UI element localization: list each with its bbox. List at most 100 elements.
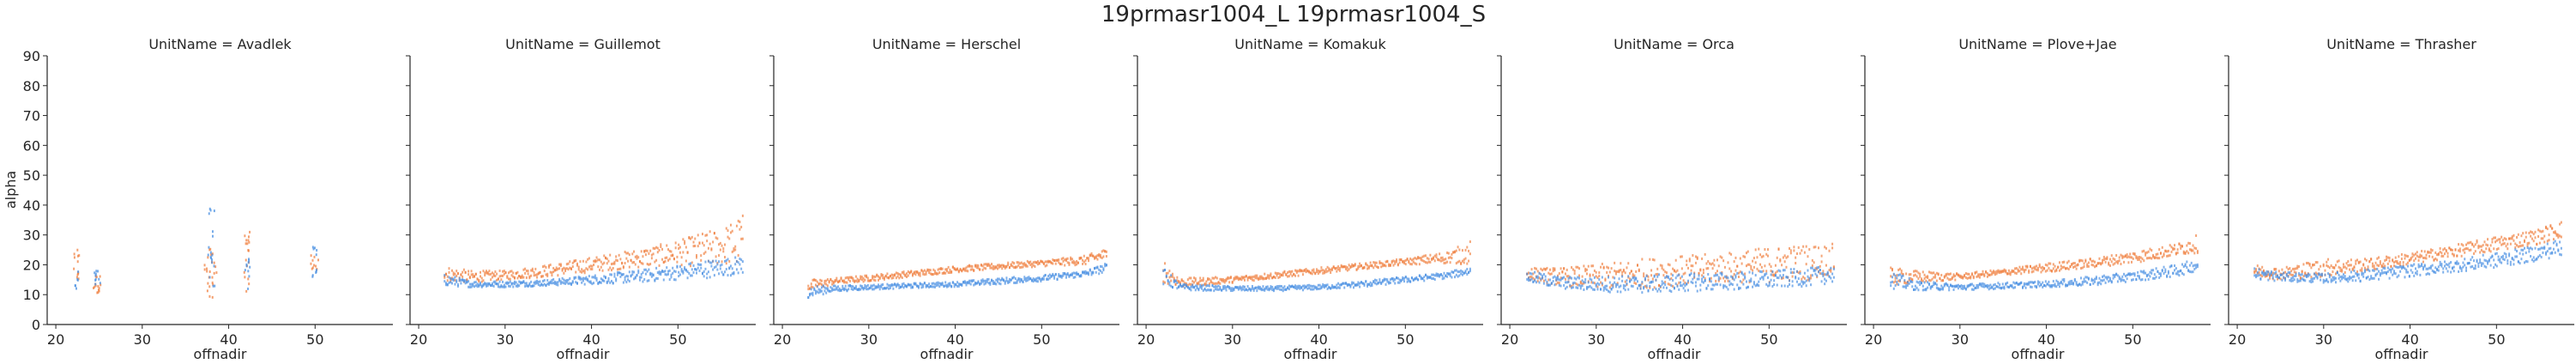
- data-point: [2341, 269, 2343, 271]
- data-point: [1650, 281, 1652, 283]
- data-point: [659, 249, 661, 252]
- data-point: [1089, 253, 1091, 256]
- data-point: [1076, 260, 1077, 263]
- data-point: [2267, 279, 2269, 282]
- data-point: [2055, 280, 2057, 282]
- data-point: [645, 253, 647, 256]
- data-point: [1104, 264, 1106, 267]
- data-point: [206, 270, 208, 273]
- data-point: [1720, 272, 1722, 275]
- data-point: [693, 271, 695, 274]
- data-point: [983, 282, 985, 285]
- data-point: [1890, 266, 1891, 269]
- data-point: [1697, 256, 1698, 258]
- data-point: [569, 260, 570, 263]
- data-point: [2380, 263, 2381, 265]
- data-point: [823, 289, 825, 292]
- data-point: [2034, 281, 2036, 283]
- data-point: [468, 280, 469, 282]
- data-point: [2430, 265, 2432, 268]
- data-point: [1166, 275, 1167, 277]
- data-point: [992, 265, 994, 268]
- data-point: [2127, 256, 2128, 258]
- data-point: [635, 263, 636, 265]
- data-point: [706, 234, 708, 236]
- data-point: [486, 285, 487, 288]
- data-point: [554, 270, 556, 272]
- data-point: [1813, 270, 1815, 272]
- data-point: [837, 288, 839, 291]
- data-point: [2475, 243, 2476, 246]
- data-point: [1053, 259, 1055, 262]
- data-point: [617, 268, 618, 270]
- data-point: [1039, 277, 1041, 280]
- data-point: [1545, 278, 1547, 281]
- data-point: [492, 271, 493, 274]
- data-point: [1209, 288, 1210, 291]
- data-point: [1203, 284, 1204, 287]
- data-point: [1890, 275, 1891, 277]
- data-point: [2304, 271, 2306, 274]
- x-tick-label: 20: [2229, 331, 2246, 348]
- data-point: [886, 287, 888, 289]
- data-point: [1758, 248, 1759, 251]
- data-point: [2349, 276, 2350, 278]
- data-point: [2314, 277, 2315, 280]
- data-point: [2152, 269, 2154, 271]
- data-point: [2433, 270, 2434, 273]
- data-point: [1335, 286, 1336, 288]
- data-point: [1583, 288, 1584, 291]
- data-point: [1057, 259, 1059, 262]
- data-point: [506, 276, 508, 279]
- data-point: [1236, 286, 1238, 288]
- data-point: [1792, 280, 1794, 282]
- data-point: [1162, 270, 1164, 272]
- data-point: [2507, 243, 2508, 246]
- data-point: [1409, 263, 1411, 265]
- data-point: [1370, 264, 1372, 267]
- data-point: [2049, 286, 2051, 288]
- data-point: [1058, 261, 1059, 264]
- data-point: [968, 282, 970, 284]
- data-point: [738, 254, 739, 257]
- data-point: [2306, 262, 2308, 264]
- data-point: [642, 255, 643, 258]
- data-point: [898, 287, 900, 289]
- data-point: [1781, 285, 1783, 288]
- data-point: [1620, 262, 1621, 264]
- data-point: [949, 269, 950, 271]
- data-point: [617, 274, 618, 276]
- data-point: [1378, 282, 1379, 284]
- data-point: [74, 252, 75, 255]
- data-point: [212, 282, 214, 284]
- data-point: [2090, 264, 2092, 266]
- data-point: [1378, 266, 1379, 269]
- data-point: [1053, 277, 1055, 280]
- data-point: [922, 270, 924, 273]
- data-point: [2438, 265, 2440, 268]
- data-point: [2031, 267, 2033, 270]
- data-point: [2502, 239, 2504, 241]
- data-point: [2553, 238, 2555, 240]
- data-point: [2349, 278, 2350, 281]
- data-point: [462, 279, 463, 282]
- data-point: [1209, 278, 1210, 281]
- data-point: [2253, 267, 2255, 270]
- data-point: [698, 270, 700, 272]
- data-point: [1031, 280, 1033, 282]
- data-point: [1810, 267, 1812, 270]
- data-point: [2134, 274, 2136, 276]
- data-point: [1222, 278, 1224, 281]
- data-point: [558, 267, 560, 270]
- y-tick-label: 70: [23, 108, 40, 124]
- data-point: [1967, 273, 1969, 276]
- data-point: [2151, 272, 2152, 275]
- data-point: [1946, 275, 1947, 277]
- data-point: [897, 282, 899, 285]
- data-point: [1442, 259, 1444, 262]
- data-point: [2332, 270, 2333, 273]
- data-point: [1216, 282, 1218, 285]
- data-point: [558, 264, 560, 266]
- data-point: [1035, 280, 1037, 282]
- data-point: [1193, 276, 1195, 279]
